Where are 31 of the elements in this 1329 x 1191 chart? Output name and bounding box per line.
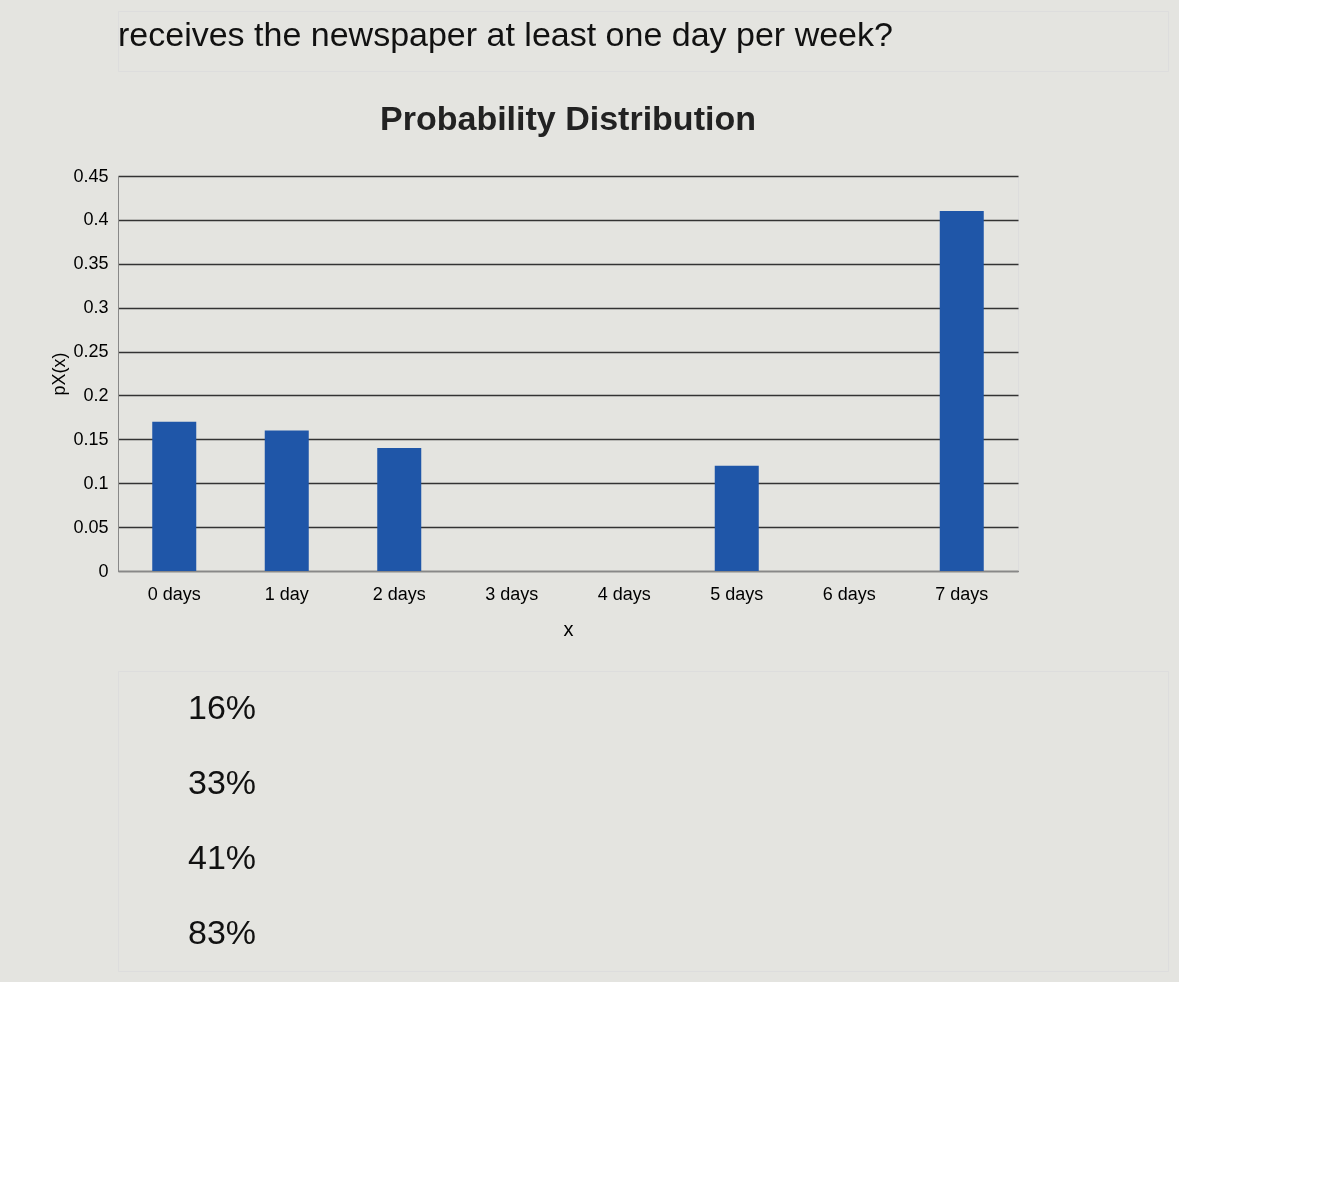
text: 83% <box>188 912 257 951</box>
x-tick-label: 7 days <box>935 583 989 604</box>
text: 16% <box>188 687 257 726</box>
text: 41% <box>188 837 257 876</box>
x-tick-label: 6 days <box>822 583 876 604</box>
bar <box>264 430 309 571</box>
x-tick-label: 0 days <box>147 583 201 604</box>
y-tick-label: 0 <box>98 560 109 581</box>
chart-title: Probability Distribution <box>380 99 756 137</box>
x-tick-label: 5 days <box>710 583 764 604</box>
bar <box>714 465 759 571</box>
x-tick-label: 2 days <box>372 583 426 604</box>
y-tick-label: 0.15 <box>73 428 109 449</box>
y-tick-label: 0.45 <box>73 165 109 186</box>
y-tick-label: 0.1 <box>83 472 109 493</box>
bar <box>377 448 422 571</box>
y-axis-title: pX(x) <box>49 352 70 396</box>
y-tick-label: 0.4 <box>83 209 109 230</box>
x-tick-label: 1 day <box>264 583 309 604</box>
y-tick-label: 0.05 <box>73 516 109 537</box>
bar <box>939 211 984 571</box>
x-axis-title: x <box>563 617 574 640</box>
x-tick-label: 4 days <box>597 583 651 604</box>
bar <box>152 421 197 571</box>
x-tick-label: 3 days <box>485 583 539 604</box>
y-tick-label: 0.3 <box>83 297 109 318</box>
y-tick-label: 0.35 <box>73 253 109 274</box>
text: 33% <box>188 762 257 801</box>
y-tick-label: 0.25 <box>73 341 109 362</box>
text: receives the newspaper at least one day per week? <box>118 15 893 53</box>
y-tick-label: 0.2 <box>83 384 109 405</box>
